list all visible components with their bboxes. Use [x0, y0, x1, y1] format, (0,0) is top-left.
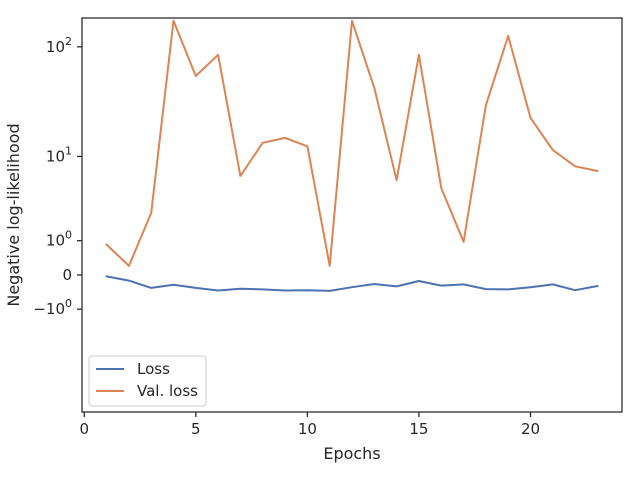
x-tick-label: 0: [79, 420, 89, 438]
y-tick-label: 100: [46, 229, 72, 250]
legend: Loss Val. loss: [88, 355, 207, 407]
y-tick-label: 101: [46, 144, 72, 165]
legend-label-loss: Loss: [137, 360, 170, 378]
series-line-val-loss: [105, 19, 599, 267]
y-axis-label: Negative log-likelihood: [4, 123, 23, 306]
y-tick-label: −100: [33, 297, 72, 318]
x-axis-label: Epochs: [323, 444, 380, 463]
x-tick-label: 20: [521, 420, 540, 438]
plot-area: [81, 17, 623, 413]
legend-label-val-loss: Val. loss: [137, 382, 198, 400]
y-tick-label: 102: [46, 35, 72, 56]
y-tick-label: 0: [62, 266, 72, 284]
x-tick-label: 10: [298, 420, 317, 438]
series-line-loss: [105, 275, 599, 292]
x-tick-label: 5: [191, 420, 201, 438]
series-lines: [105, 19, 599, 292]
x-axis-ticks: 0 5 10 15 20: [79, 412, 540, 438]
y-axis-ticks: 102 101 100 0 −100: [33, 35, 82, 318]
x-tick-label: 15: [409, 420, 428, 438]
